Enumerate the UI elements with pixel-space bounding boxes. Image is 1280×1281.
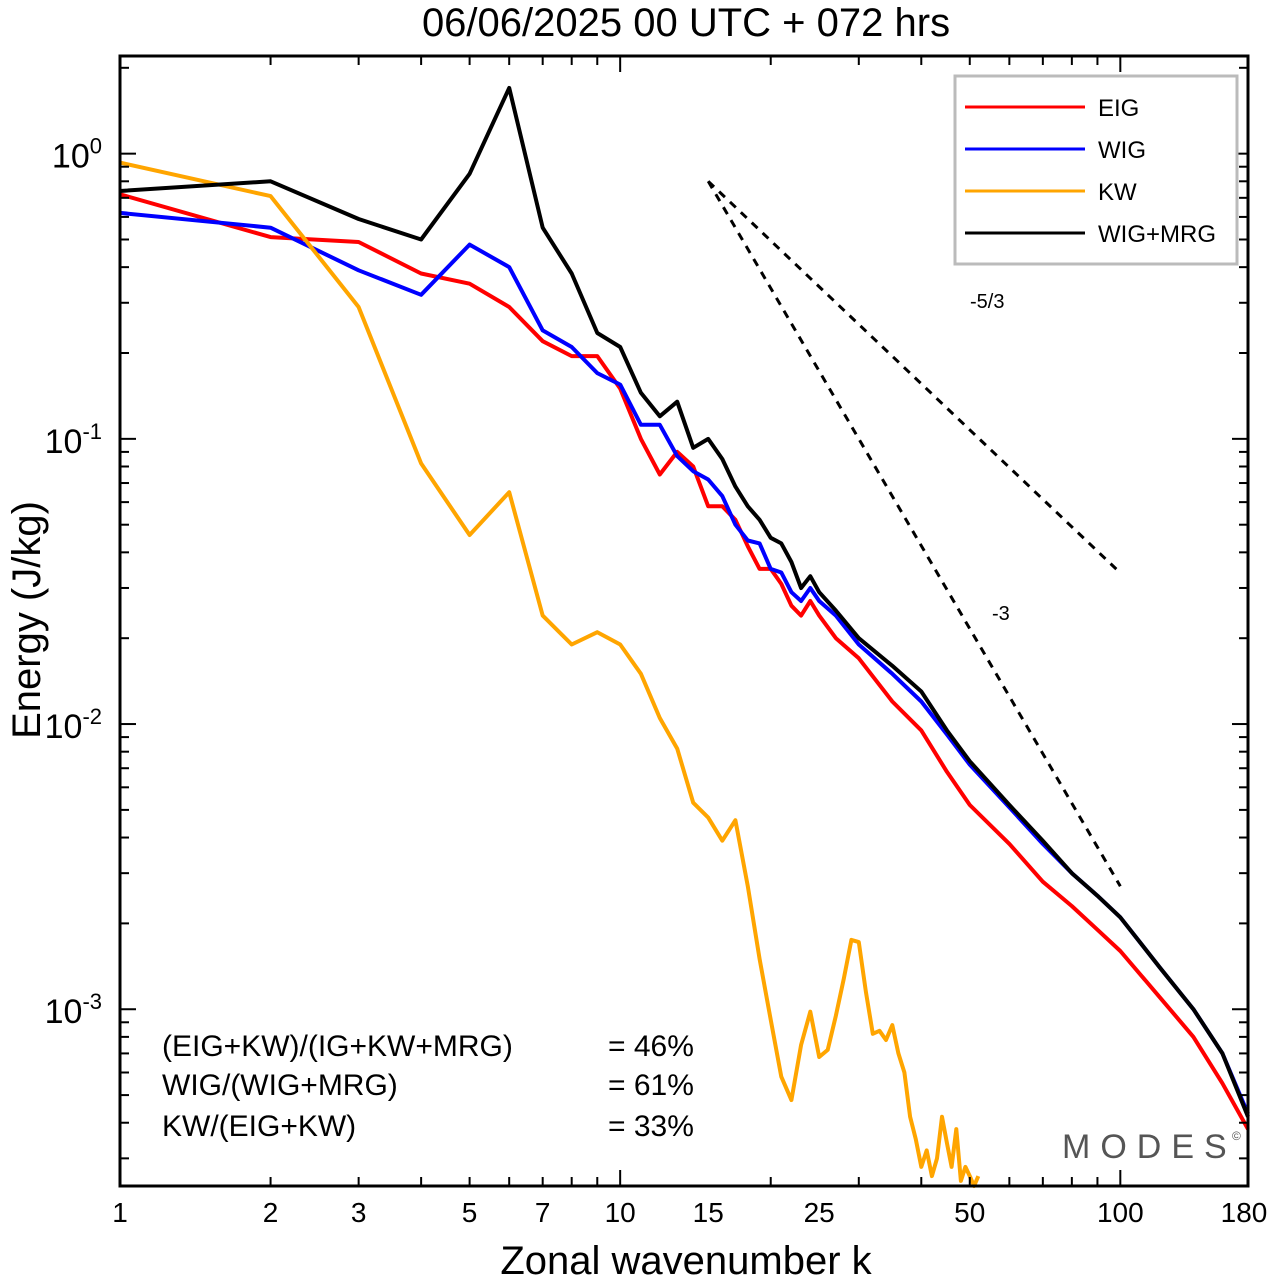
ratio-wig-label: WIG/(WIG+MRG) [162,1069,398,1102]
series-line-eig [119,192,1250,1131]
legend: EIG WIG KW WIG+MRG [953,74,1239,266]
x-tick-label: 25 [804,1197,835,1228]
ratio-kw-label: KW/(EIG+KW) [162,1110,356,1143]
x-tick-label: 50 [954,1197,985,1228]
series-line-kw [119,160,981,1188]
reference-slope-line-1 [707,180,1122,575]
ratio-annotations: (EIG+KW)/(IG+KW+MRG) = 46% WIG/(WIG+MRG)… [162,1030,694,1143]
x-tick-label: 180 [1221,1197,1268,1228]
x-tick-label: 100 [1097,1197,1144,1228]
series-line-wig-mrg [119,85,1250,1118]
legend-label-kw: KW [1098,179,1137,206]
x-tick-label: 10 [605,1197,636,1228]
modes-watermark: MODES [1062,1128,1237,1166]
y-tick-label: 10-3 [45,989,102,1031]
x-axis-label: Zonal wavenumber k [500,1239,872,1281]
slope-label-five-thirds: -5/3 [970,291,1004,313]
y-tick-label: 10-2 [45,704,102,746]
x-tick-labels: 1 2 3 5 7 10 15 25 50 100 180 [112,1197,1267,1228]
y-tick-label: 10-1 [45,419,102,461]
modes-copyright-mark: © [1232,1129,1241,1143]
y-tick-labels: 100 10-1 10-2 10-3 [45,134,102,1032]
y-axis-label: Energy (J/kg) [5,501,49,739]
legend-label-wig: WIG [1098,137,1146,164]
reference-lines [706,180,1122,887]
y-tick-label: 100 [52,134,102,176]
ratio-eig-kw-label: (EIG+KW)/(IG+KW+MRG) [162,1030,513,1063]
ratio-wig-value: = 61% [608,1069,694,1102]
plot-frame [118,54,1250,1188]
slope-label-three: -3 [992,603,1010,625]
chart-title: 06/06/2025 00 UTC + 072 hrs [422,1,950,45]
x-tick-label: 2 [263,1197,279,1228]
x-tick-label: 1 [112,1197,128,1228]
legend-label-eig: EIG [1098,95,1139,122]
legend-label-wig-mrg: WIG+MRG [1098,221,1216,248]
reference-slope-line-2 [706,180,1122,887]
ratio-kw-value: = 33% [608,1110,694,1143]
x-tick-label: 5 [462,1197,478,1228]
ratio-eig-kw-value: = 46% [608,1030,694,1063]
x-tick-label: 3 [351,1197,367,1228]
x-tick-label: 15 [693,1197,724,1228]
axis-ticks [119,56,1248,1186]
series-layer [119,85,1250,1188]
x-tick-label: 7 [535,1197,551,1228]
